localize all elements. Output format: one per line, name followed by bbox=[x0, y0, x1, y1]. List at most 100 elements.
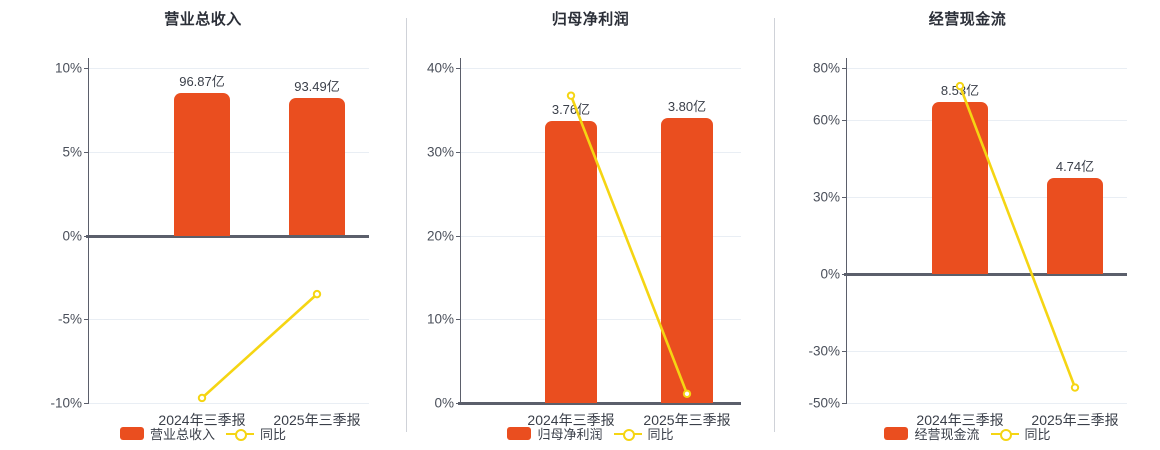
legend-label-line: 同比 bbox=[1024, 427, 1051, 442]
y-axis-tick-mark bbox=[842, 274, 847, 276]
y-axis-tick-mark bbox=[456, 319, 461, 321]
zero-axis-line bbox=[844, 273, 1127, 277]
y-axis-tick-mark bbox=[456, 403, 461, 404]
y-axis-tick-label: 80% bbox=[812, 60, 840, 76]
x-axis-tick-label: 2024年三季报 bbox=[158, 412, 246, 428]
ratio-point-marker[interactable] bbox=[312, 289, 322, 299]
bar-swatch-icon bbox=[507, 427, 532, 440]
gridline bbox=[89, 403, 369, 404]
y-axis-tick-mark bbox=[456, 235, 461, 237]
y-axis-tick-label: 30% bbox=[426, 144, 454, 160]
chart-legend: 经营现金流 同比 bbox=[775, 424, 1160, 443]
line-marker-icon bbox=[990, 428, 1019, 441]
legend-item-line[interactable]: 同比 bbox=[613, 424, 674, 443]
ratio-line bbox=[201, 293, 318, 399]
bar-value-label: 4.74亿 bbox=[1055, 158, 1095, 174]
y-axis-tick-label: -30% bbox=[808, 343, 840, 359]
legend-label-bar: 营业总收入 bbox=[149, 427, 215, 442]
ratio-line bbox=[569, 95, 689, 395]
ratio-line-series bbox=[197, 289, 322, 403]
chart-panel-cash-flow: 经营现金流 80%60%30%0%-30%-50%8.53亿4.74亿2024年… bbox=[775, 0, 1160, 450]
x-axis-tick-label: 2025年三季报 bbox=[273, 412, 361, 428]
gridline bbox=[847, 68, 1127, 69]
bar-swatch-icon bbox=[884, 427, 909, 440]
y-axis-tick-label: 0% bbox=[820, 266, 840, 282]
x-axis-tick-label: 2025年三季报 bbox=[1031, 412, 1119, 428]
y-axis-tick-mark bbox=[84, 319, 89, 321]
ratio-point-marker[interactable] bbox=[1070, 383, 1080, 392]
gridline bbox=[461, 235, 741, 237]
ratio-point-marker[interactable] bbox=[955, 81, 965, 91]
y-axis-tick-mark bbox=[842, 351, 847, 353]
x-axis-tick-label: 2024年三季报 bbox=[527, 412, 615, 428]
plot-area: 40% 30% 20% 10% 0% 3.76亿 3.80亿 2024年三季报 2025年三季报 bbox=[427, 58, 741, 428]
legend-label-line: 同比 bbox=[647, 427, 674, 442]
legend-item-bar[interactable]: 归母净利润 bbox=[507, 424, 603, 443]
zero-axis-line bbox=[86, 234, 369, 238]
y-axis-tick-mark bbox=[84, 403, 89, 404]
plot-area: 80%60%30%0%-30%-50%8.53亿4.74亿2024年三季报202… bbox=[808, 58, 1127, 428]
line-marker-icon bbox=[226, 428, 254, 441]
bar[interactable] bbox=[174, 93, 230, 236]
panel-divider-1 bbox=[406, 18, 407, 432]
ratio-line-series bbox=[566, 91, 692, 398]
chart-title: 归母净利润 bbox=[551, 11, 630, 28]
y-axis-tick-mark bbox=[84, 151, 89, 153]
gridline bbox=[461, 151, 741, 153]
ratio-point-marker[interactable] bbox=[682, 389, 692, 398]
bar[interactable] bbox=[932, 101, 988, 275]
chart-title: 经营现金流 bbox=[928, 11, 1007, 28]
legend-label-bar: 经营现金流 bbox=[914, 427, 980, 442]
bar-value-label: 93.49亿 bbox=[294, 79, 340, 95]
y-axis-tick-mark bbox=[456, 68, 461, 69]
y-axis-tick-label: 60% bbox=[812, 112, 840, 128]
gridline bbox=[461, 319, 741, 321]
y-axis-tick-mark bbox=[842, 403, 847, 404]
ratio-line-series bbox=[955, 81, 1080, 392]
gridline bbox=[847, 403, 1127, 404]
ratio-point-marker[interactable] bbox=[197, 393, 207, 403]
x-axis-tick-label: 2024年三季报 bbox=[916, 412, 1004, 428]
line-marker-icon bbox=[613, 428, 642, 441]
gridline bbox=[89, 68, 369, 69]
ratio-line bbox=[958, 85, 1077, 389]
bar[interactable] bbox=[1047, 177, 1103, 275]
legend-item-line[interactable]: 同比 bbox=[226, 424, 286, 443]
y-axis-tick-label: -50% bbox=[808, 395, 840, 411]
gridline bbox=[89, 319, 369, 321]
bar[interactable] bbox=[661, 118, 713, 403]
y-axis-tick-label: 30% bbox=[812, 189, 840, 205]
y-axis-tick-label: 0% bbox=[434, 395, 454, 411]
bar-value-label: 96.87亿 bbox=[179, 74, 225, 90]
y-axis-tick-mark bbox=[842, 196, 847, 198]
chart-legend: 营业总收入 同比 bbox=[0, 424, 406, 443]
y-axis-tick-mark bbox=[842, 68, 847, 69]
legend-item-bar[interactable]: 营业总收入 bbox=[119, 424, 215, 443]
chart-panel-revenue: 营业总收入 10% 5% 0% -5% -10% 96.87亿 93.49亿 2024年三季报… bbox=[0, 0, 406, 450]
bar-value-label: 3.80亿 bbox=[667, 99, 707, 115]
y-axis-tick-mark bbox=[84, 235, 89, 237]
y-axis-tick-mark bbox=[456, 151, 461, 153]
legend-item-bar[interactable]: 经营现金流 bbox=[884, 424, 980, 443]
chart-title: 营业总收入 bbox=[164, 11, 242, 28]
y-axis-line bbox=[846, 58, 847, 403]
legend-label-line: 同比 bbox=[260, 427, 287, 442]
zero-axis-line bbox=[458, 402, 741, 405]
bar[interactable] bbox=[289, 98, 345, 236]
y-axis-tick-label: 0% bbox=[62, 228, 82, 243]
panel-divider-2 bbox=[774, 18, 775, 432]
y-axis-tick-mark bbox=[842, 119, 847, 121]
y-axis-line bbox=[460, 58, 461, 403]
bar[interactable] bbox=[545, 120, 597, 403]
y-axis-tick-label: -5% bbox=[57, 311, 82, 327]
chart-panel-net-profit: 归母净利润 40% 30% 20% 10% 0% 3.76亿 3.80亿 2024年三季报 20… bbox=[407, 0, 774, 450]
y-axis-line bbox=[88, 58, 89, 403]
bar-swatch-icon bbox=[119, 427, 144, 440]
y-axis-tick-label: -10% bbox=[50, 395, 82, 411]
legend-item-line[interactable]: 同比 bbox=[990, 424, 1051, 443]
y-axis-tick-label: 40% bbox=[426, 60, 454, 76]
ratio-point-marker[interactable] bbox=[566, 91, 576, 100]
y-axis-tick-label: 10% bbox=[426, 311, 454, 327]
gridline bbox=[847, 351, 1127, 353]
